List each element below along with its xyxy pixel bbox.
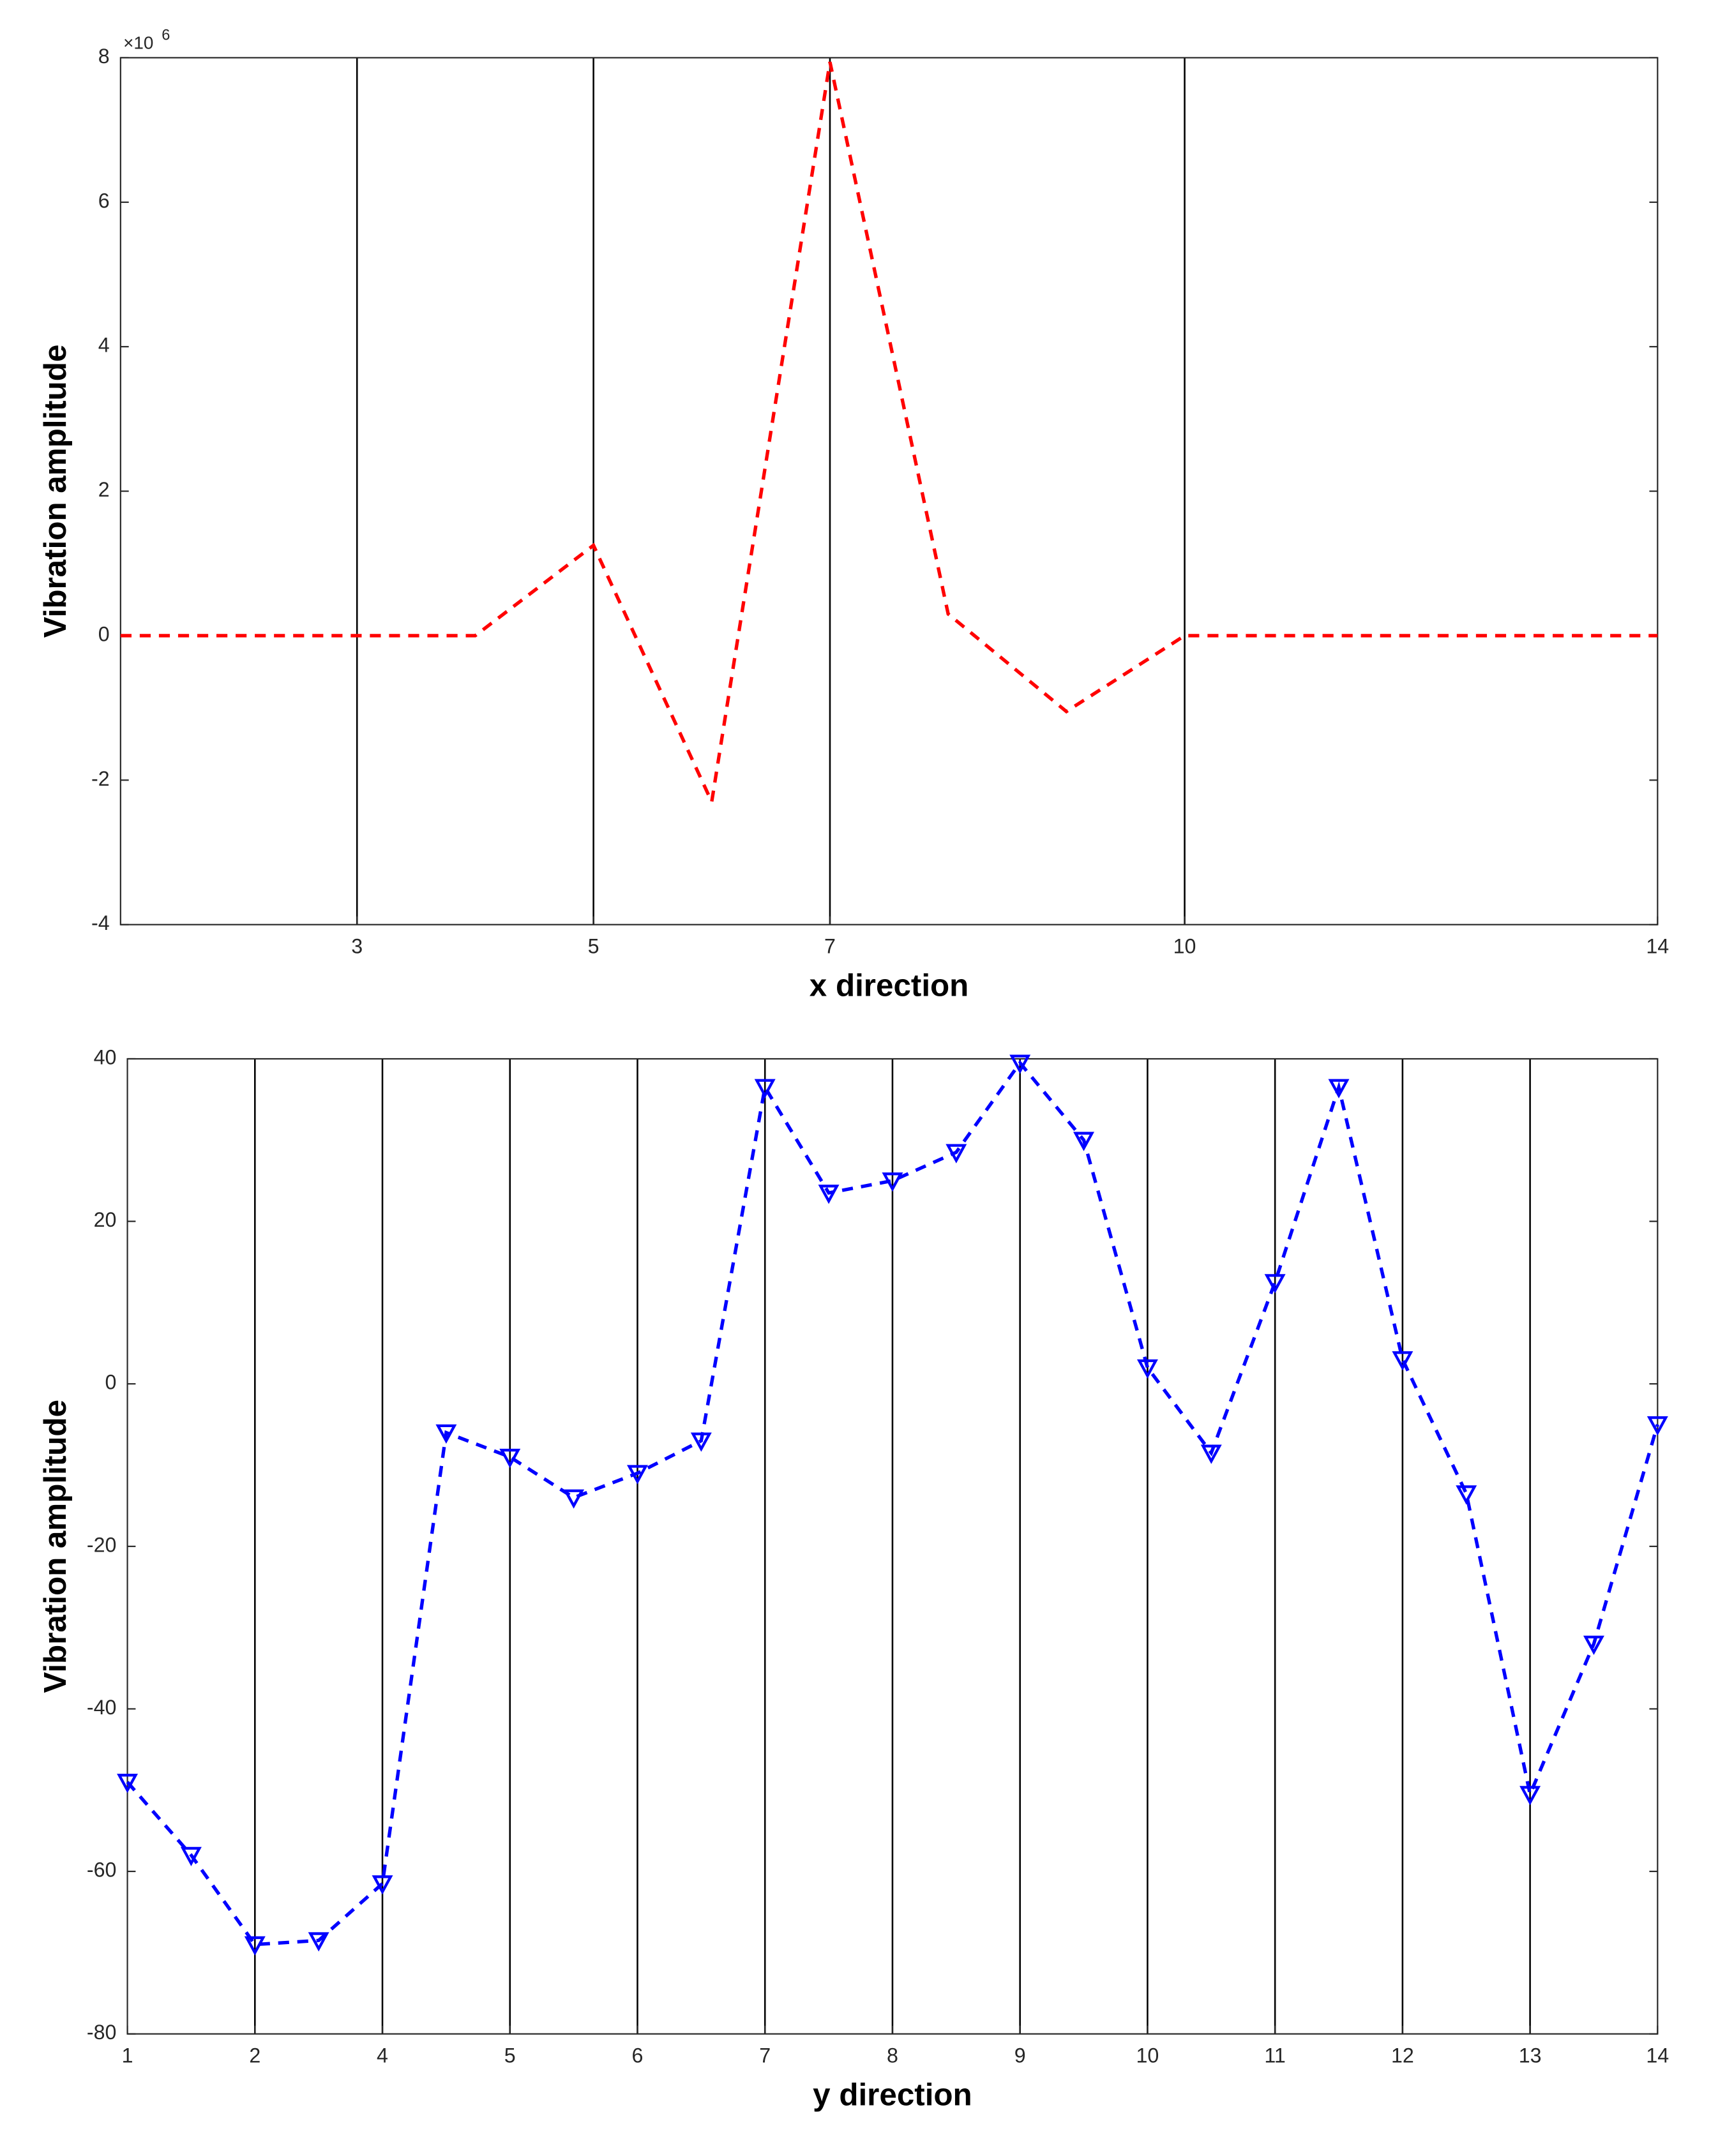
x-tick-label: 13 xyxy=(1519,2044,1542,2067)
x-tick-label: 2 xyxy=(249,2044,260,2067)
marker xyxy=(1392,1351,1413,1371)
x-tick-label: 14 xyxy=(1646,2044,1669,2067)
y-axis-label: Vibration amplitude xyxy=(38,345,73,638)
x-axis-label: y direction xyxy=(813,2077,972,2112)
y-tick-label: -40 xyxy=(87,1696,117,1719)
marker xyxy=(1328,1079,1350,1098)
y-tick-label: 6 xyxy=(98,189,110,212)
x-tick-label: 14 xyxy=(1646,935,1669,958)
y-tick-label: -20 xyxy=(87,1533,117,1556)
x-tick-label: 6 xyxy=(632,2044,644,2067)
y-tick-label: -2 xyxy=(91,767,110,790)
x-tick-label: 4 xyxy=(377,2044,388,2067)
y-multiplier-exponent: 6 xyxy=(162,27,170,43)
y-tick-label: 0 xyxy=(105,1371,116,1394)
marker xyxy=(308,1932,329,1952)
marker xyxy=(1136,1359,1158,1379)
marker xyxy=(882,1172,903,1192)
axes-box xyxy=(126,1058,1659,2035)
x-tick-label: 3 xyxy=(351,935,363,958)
y-tick-label: -60 xyxy=(87,1859,117,1882)
marker xyxy=(372,1875,393,1895)
marker xyxy=(1519,1786,1541,1806)
x-tick-label: 7 xyxy=(824,935,836,958)
x-tick-label: 5 xyxy=(504,2044,516,2067)
axes-box xyxy=(119,57,1659,925)
y-axis-label: Vibration amplitude xyxy=(38,1400,73,1693)
x-tick-label: 10 xyxy=(1173,935,1196,958)
y-multiplier: ×10 xyxy=(123,33,153,52)
marker xyxy=(1456,1485,1477,1505)
x-tick-label: 5 xyxy=(588,935,599,958)
x-tick-label: 10 xyxy=(1136,2044,1159,2067)
y-tick-label: 4 xyxy=(98,334,110,357)
marker xyxy=(690,1432,712,1452)
marker xyxy=(818,1185,840,1204)
marker xyxy=(626,1465,648,1485)
y-tick-label: 8 xyxy=(98,45,110,68)
marker xyxy=(1264,1274,1286,1294)
x-axis-label: x direction xyxy=(810,968,969,1003)
marker xyxy=(1200,1444,1222,1464)
x-tick-label: 9 xyxy=(1014,2044,1026,2067)
marker xyxy=(1583,1635,1604,1655)
x-tick-label: 11 xyxy=(1264,2044,1285,2067)
y-tick-label: -4 xyxy=(91,911,110,934)
marker xyxy=(117,1774,139,1793)
marker xyxy=(1073,1132,1095,1151)
x-tick-label: 8 xyxy=(887,2044,898,2067)
marker xyxy=(244,1936,266,1956)
y-tick-label: 0 xyxy=(98,622,110,645)
marker xyxy=(1009,1054,1031,1074)
marker xyxy=(180,1846,202,1866)
y-tick-label: -80 xyxy=(87,2021,117,2044)
marker xyxy=(754,1079,776,1098)
y-tick-label: 40 xyxy=(94,1045,117,1068)
x-tick-label: 12 xyxy=(1391,2044,1414,2067)
x-tick-label: 1 xyxy=(122,2044,133,2067)
plot: 3 5 7 10 14 -4 -2 0 2 4 6 8 ×10 6 x direction Vibration… xyxy=(38,27,1669,1003)
marker xyxy=(435,1424,457,1444)
marker xyxy=(946,1144,967,1164)
x-tick-label: 7 xyxy=(759,2044,771,2067)
y-tick-label: 2 xyxy=(98,478,110,501)
y-tick-label: 20 xyxy=(94,1208,117,1231)
series-line xyxy=(120,61,1658,808)
marker xyxy=(563,1489,585,1509)
marker xyxy=(1647,1416,1668,1436)
marker xyxy=(499,1448,521,1469)
